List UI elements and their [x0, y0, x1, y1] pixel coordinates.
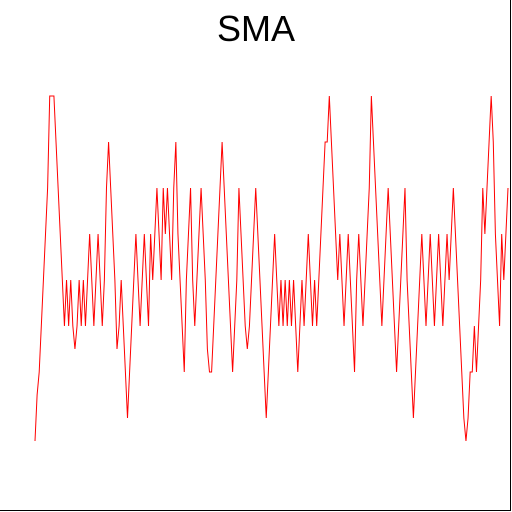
series-layer	[34, 95, 509, 442]
series-line-0	[34, 95, 509, 442]
chart-title: SMA	[217, 8, 295, 49]
